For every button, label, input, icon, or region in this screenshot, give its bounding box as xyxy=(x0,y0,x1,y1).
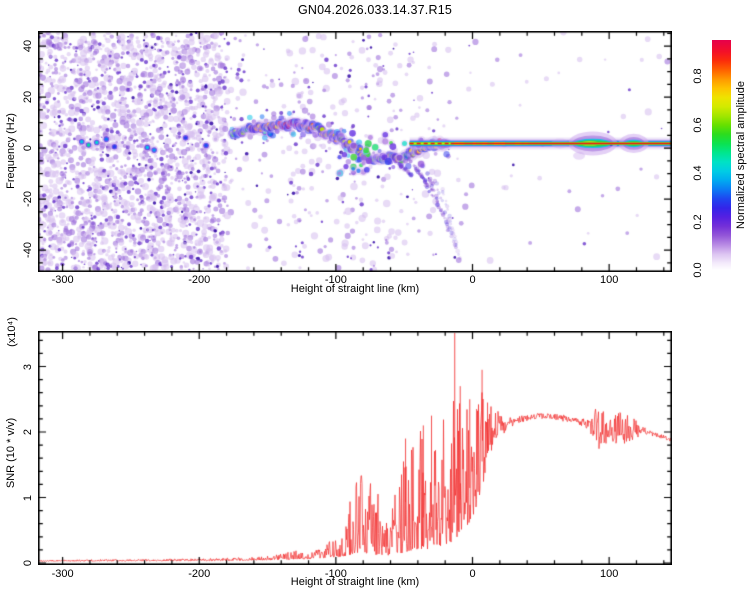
colorbar-tick-label: 0.0 xyxy=(692,262,704,278)
snr-ytick-label: 0 xyxy=(22,559,34,567)
spectrogram-xtick-label: 0 xyxy=(469,273,476,286)
spectrogram-canvas xyxy=(38,31,672,272)
snr-ytick-label: 3 xyxy=(22,363,34,370)
snr-xtick-label: -300 xyxy=(51,567,74,580)
spectrogram-xtick-label: -100 xyxy=(324,273,347,286)
snr-xtick-label: 0 xyxy=(469,567,476,580)
spectrogram-ytick-label: -20 xyxy=(22,191,34,207)
spectrogram-xtick-label: 100 xyxy=(599,273,619,286)
colorbar-label: Normalized spectral amplitude xyxy=(735,81,747,229)
colorbar-tick-label: 0.2 xyxy=(692,213,704,230)
snr-canvas xyxy=(38,331,672,565)
snr-xtick-label: -200 xyxy=(188,567,211,580)
colorbar-tick-label: 0.6 xyxy=(692,117,704,133)
snr-xtick-label: 100 xyxy=(599,567,619,580)
spectrogram-ytick-label: -40 xyxy=(22,242,34,259)
spectrogram-ylabel: Frequency (Hz) xyxy=(5,113,17,189)
colorbar-tick-label: 0.8 xyxy=(692,68,704,84)
snr-xtick-label: -100 xyxy=(324,567,347,580)
snr-scale-label: (x10⁴) xyxy=(6,317,18,347)
snr-xlabel: Height of straight line (km) xyxy=(290,576,420,588)
snr-ytick-label: 1 xyxy=(22,494,34,501)
spectrogram-xlabel: Height of straight line (km) xyxy=(290,283,420,295)
snr-ylabel: SNR (10 * v/v) xyxy=(5,417,17,489)
colorbar xyxy=(712,40,731,270)
colorbar-tick-label: 0.4 xyxy=(692,165,704,181)
spectrogram-xtick-label: -300 xyxy=(51,273,74,286)
spectrogram-ytick-label: 0 xyxy=(22,144,34,152)
spectrogram-ytick-label: 20 xyxy=(22,90,34,104)
spectrogram-xtick-label: -200 xyxy=(188,273,211,286)
figure-title: GN04.2026.033.14.37.R15 xyxy=(297,3,453,17)
spectrogram-ytick-label: 40 xyxy=(22,39,34,53)
snr-ytick-label: 2 xyxy=(22,428,34,436)
